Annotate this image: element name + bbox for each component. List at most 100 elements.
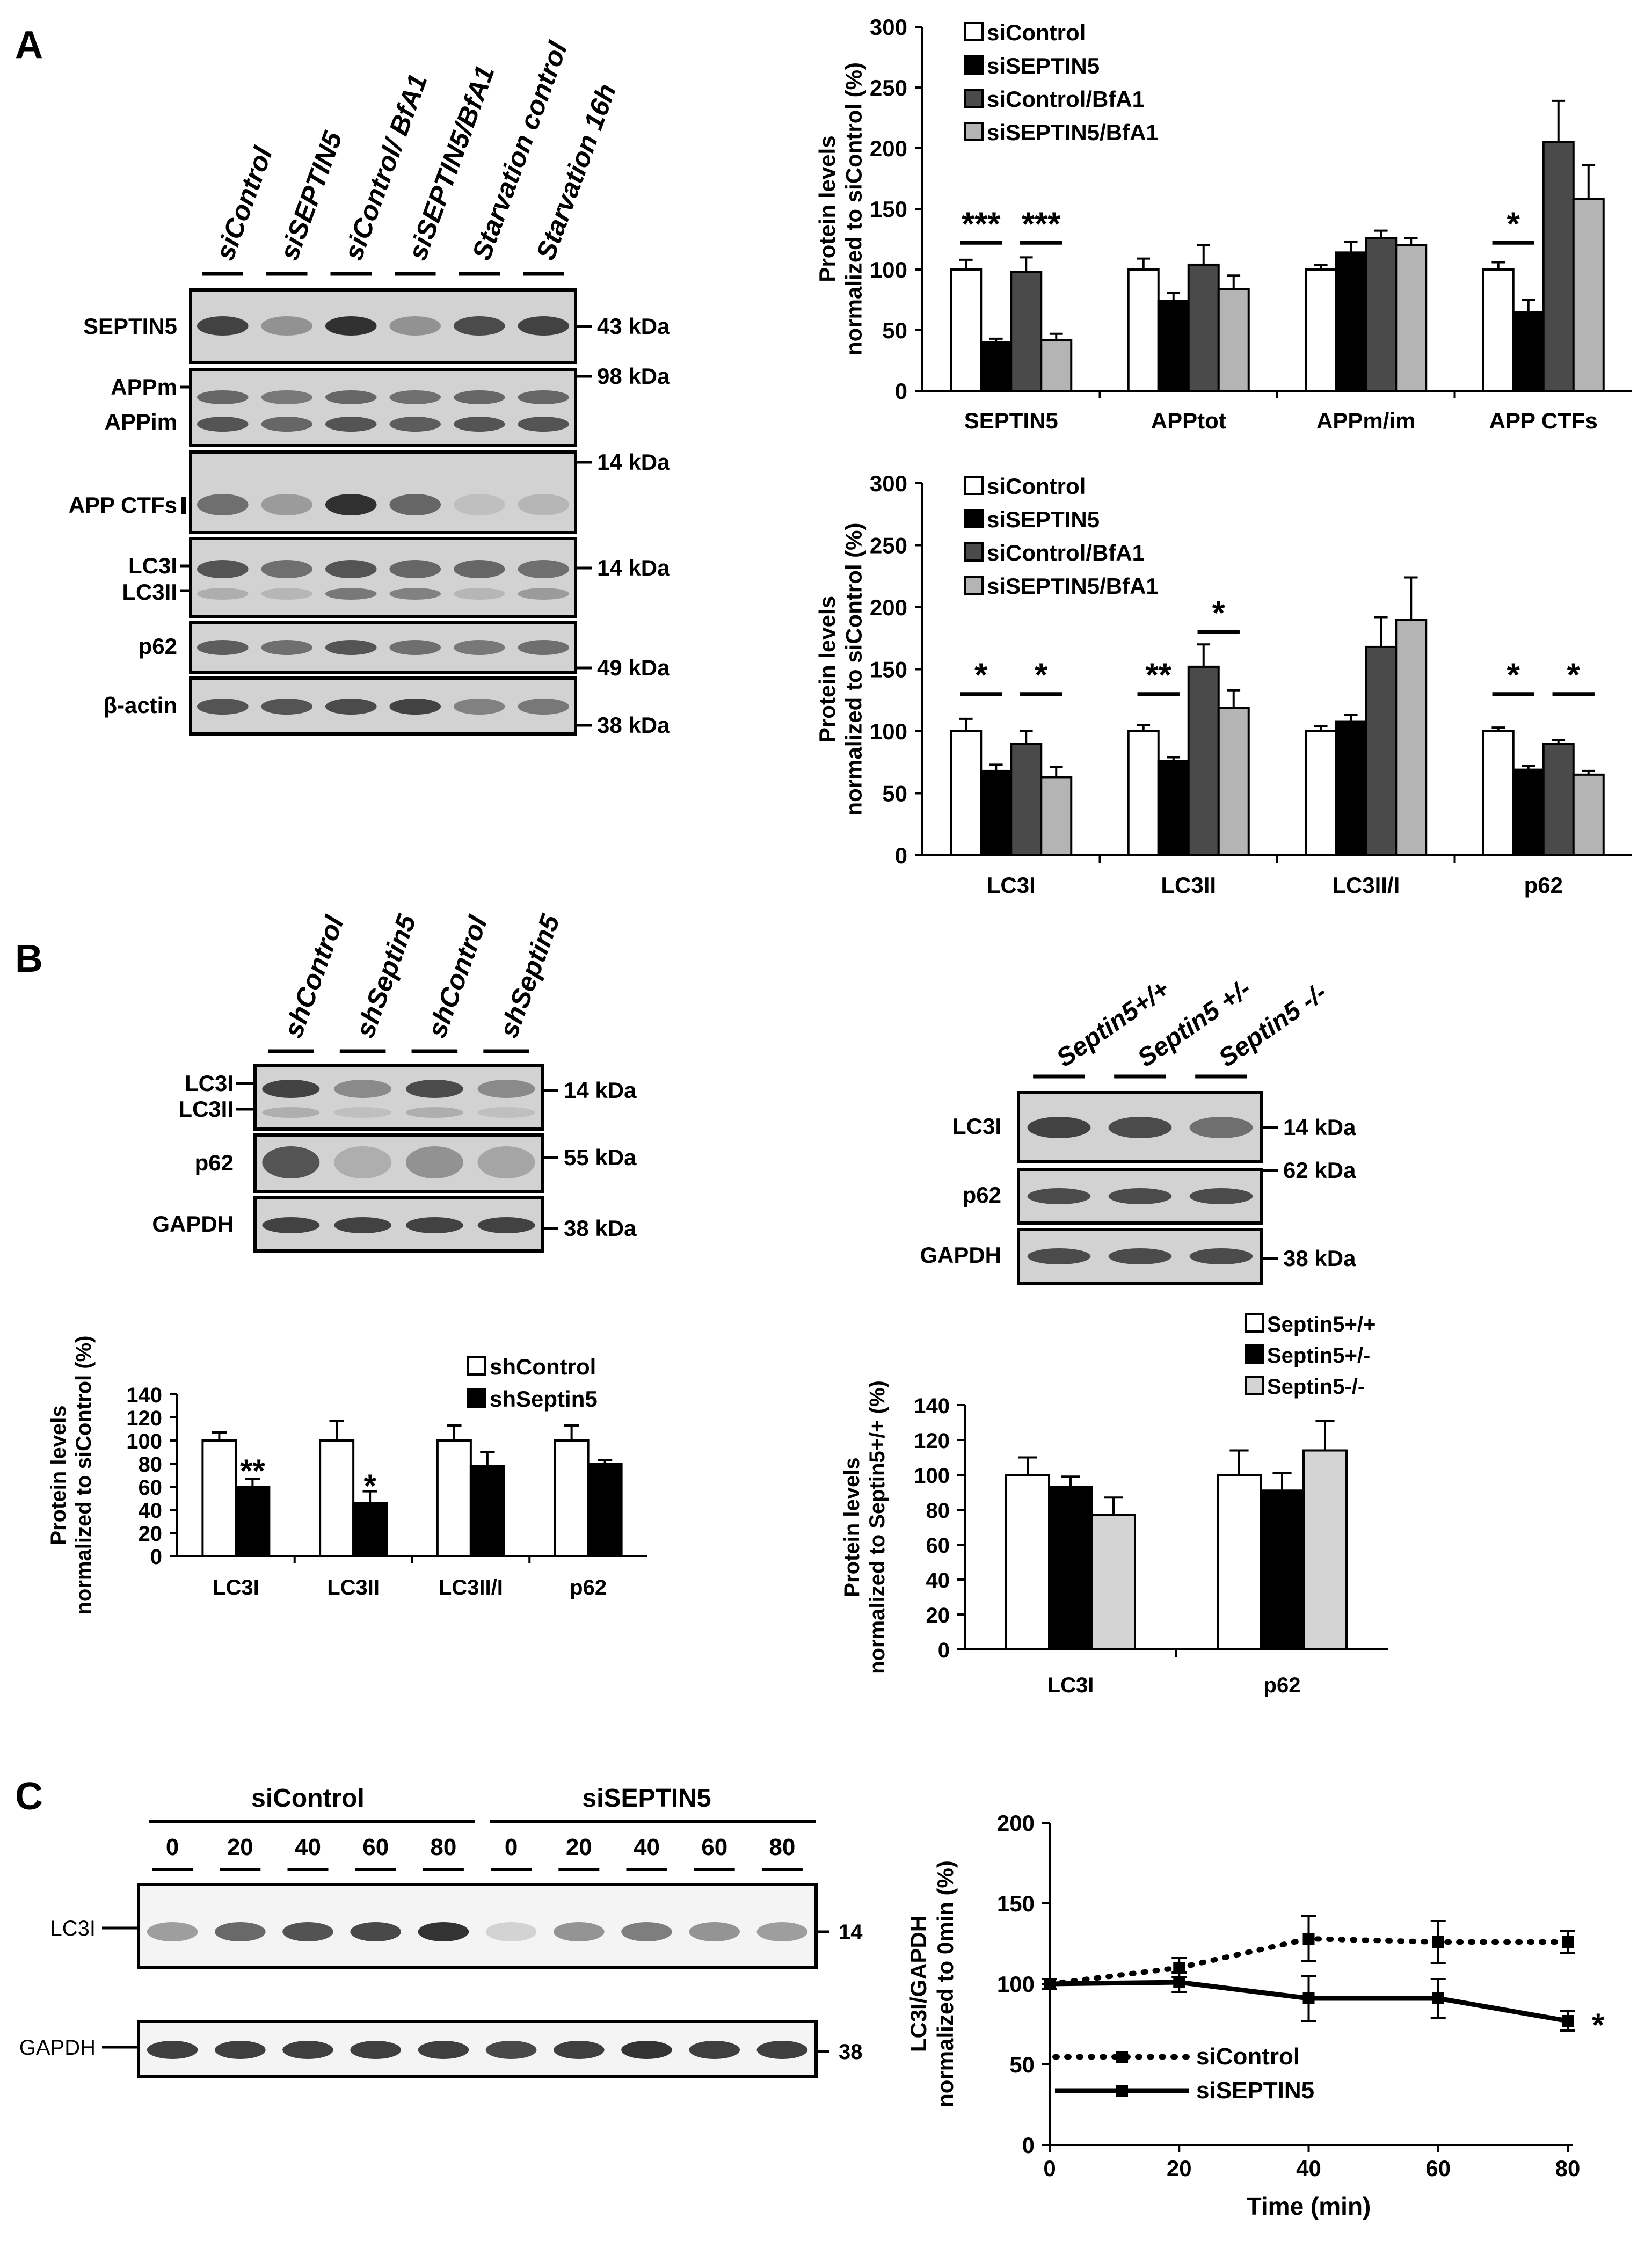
x-tick-label: LC3I bbox=[987, 872, 1036, 898]
blot-band bbox=[477, 1107, 535, 1118]
group-label: siSEPTIN5 bbox=[582, 1784, 711, 1813]
x-tick-label: 20 bbox=[1167, 2156, 1192, 2181]
time-label: 80 bbox=[769, 1834, 795, 1860]
y-tick-label: 60 bbox=[926, 1534, 950, 1558]
legend-label: siSEPTIN5 bbox=[1196, 2077, 1314, 2104]
kda-label: 14 bbox=[839, 1920, 863, 1944]
data-point bbox=[1173, 1976, 1185, 1988]
bar bbox=[1305, 268, 1337, 392]
strip-label: APPm bbox=[111, 374, 177, 399]
blot-band bbox=[405, 1080, 463, 1098]
blot-band bbox=[325, 316, 377, 336]
line-chart-c: 0 50 100 150 200 0 20 40 60 80 Time (min) LC3I/GAPD… bbox=[906, 1810, 1605, 2220]
blot-band bbox=[334, 1080, 392, 1098]
blot-band bbox=[1189, 1188, 1253, 1204]
x-tick-label: 80 bbox=[1555, 2156, 1581, 2181]
y-tick-label: 150 bbox=[997, 1891, 1035, 1916]
kda-label: 14 kDa bbox=[1283, 1115, 1356, 1140]
blot-band bbox=[262, 1146, 320, 1178]
blot-band bbox=[261, 699, 313, 715]
blot-band bbox=[389, 699, 441, 715]
bar bbox=[1048, 1486, 1093, 1650]
bar bbox=[1157, 300, 1190, 392]
lane-label: shControl bbox=[421, 912, 493, 1042]
y-tick-label: 50 bbox=[882, 318, 907, 343]
y-tick-label: 60 bbox=[139, 1476, 163, 1500]
blot-band bbox=[261, 560, 313, 578]
strip-label: LC3I bbox=[128, 553, 177, 578]
legend-swatch bbox=[467, 1388, 486, 1408]
y-tick-label: 100 bbox=[914, 1464, 950, 1488]
blot-strip bbox=[253, 1064, 544, 1131]
blot-band bbox=[197, 316, 249, 336]
blot-band bbox=[325, 699, 377, 715]
legend-swatch bbox=[964, 122, 984, 141]
blot-band bbox=[197, 417, 249, 432]
panel-label-b: B bbox=[15, 937, 43, 980]
data-point bbox=[1173, 1962, 1185, 1974]
blot-band bbox=[262, 1080, 320, 1098]
legend-label: siControl/BfA1 bbox=[987, 540, 1145, 565]
blot-band bbox=[1189, 1248, 1253, 1264]
blot-band bbox=[389, 560, 441, 578]
x-tick-label: LC3II bbox=[1161, 872, 1216, 898]
y-axis-label-line: normalized to siControl (%) bbox=[72, 1336, 96, 1615]
legend-swatch bbox=[467, 1356, 486, 1376]
legend-label: siControl/BfA1 bbox=[987, 86, 1145, 112]
legend-swatch bbox=[964, 509, 984, 528]
legend-label: siSEPTIN5/BfA1 bbox=[987, 120, 1159, 145]
y-axis-label-line: Protein levels bbox=[47, 1405, 70, 1545]
data-point bbox=[1044, 1978, 1056, 1990]
blot-band bbox=[453, 699, 505, 715]
x-tick-label: SEPTIN5 bbox=[964, 408, 1058, 433]
bar bbox=[1302, 1449, 1348, 1650]
blot-band bbox=[334, 1217, 392, 1233]
bar bbox=[1157, 760, 1190, 856]
bar bbox=[1127, 730, 1160, 856]
legend-label: siControl bbox=[987, 474, 1086, 499]
time-label: 0 bbox=[166, 1834, 179, 1860]
blot-band bbox=[621, 1922, 672, 1941]
legend-marker bbox=[1116, 2051, 1128, 2063]
blot-band bbox=[453, 588, 505, 600]
blot-band bbox=[485, 1922, 537, 1941]
bar bbox=[1365, 237, 1398, 392]
y-axis-label: Protein levelsnormalized to siControl (%… bbox=[814, 523, 867, 816]
western-blot-b-septin5-genotype: Septin5+/+Septin5 +/-Septin5 -/-LC3I 14 k… bbox=[920, 974, 1356, 1285]
strip-label: LC3II bbox=[178, 1096, 234, 1122]
blot-band bbox=[477, 1080, 535, 1098]
data-point bbox=[1432, 1936, 1444, 1948]
y-tick-label: 140 bbox=[126, 1384, 162, 1407]
legend-label: siSEPTIN5 bbox=[987, 53, 1100, 78]
bar-chart-a-bottom: 0 50 100 150 200 250 300 LC3I LC3II LC3II/I p62 Pro… bbox=[814, 471, 1632, 898]
blot-band bbox=[453, 494, 505, 515]
blot-band bbox=[261, 316, 313, 336]
kda-label: 38 kDa bbox=[597, 712, 670, 738]
y-tick-label: 150 bbox=[870, 197, 907, 222]
blot-band bbox=[518, 316, 570, 336]
y-axis-label-line: Protein levels bbox=[814, 135, 840, 282]
bar bbox=[1335, 720, 1367, 857]
lane-label: shControl bbox=[278, 912, 350, 1042]
blot-band bbox=[389, 494, 441, 515]
panel-label-a: A bbox=[15, 24, 43, 67]
legend-swatch bbox=[964, 22, 984, 41]
legend-swatch bbox=[964, 476, 984, 495]
bar bbox=[950, 730, 983, 856]
legend-swatch bbox=[964, 576, 984, 595]
bar bbox=[1395, 244, 1428, 392]
strip-label: LC3II bbox=[122, 579, 177, 605]
bar-chart-a-top: 0 50 100 150 200 250 300 SEPTIN5 APPtot APPm/im AP… bbox=[814, 14, 1632, 433]
legend-label: siControl bbox=[1196, 2043, 1300, 2070]
blot-band bbox=[389, 640, 441, 655]
blot-band bbox=[214, 1922, 266, 1941]
blot-band bbox=[262, 1217, 320, 1233]
blot-strip bbox=[189, 368, 577, 447]
blot-band bbox=[261, 417, 313, 432]
time-label: 20 bbox=[566, 1834, 592, 1860]
y-axis-label-line: LC3I/GAPDH bbox=[906, 1916, 931, 2052]
strip-label: GAPDH bbox=[19, 2036, 96, 2060]
blot-band bbox=[197, 640, 249, 655]
legend-swatch bbox=[964, 542, 984, 562]
blot-band bbox=[453, 560, 505, 578]
